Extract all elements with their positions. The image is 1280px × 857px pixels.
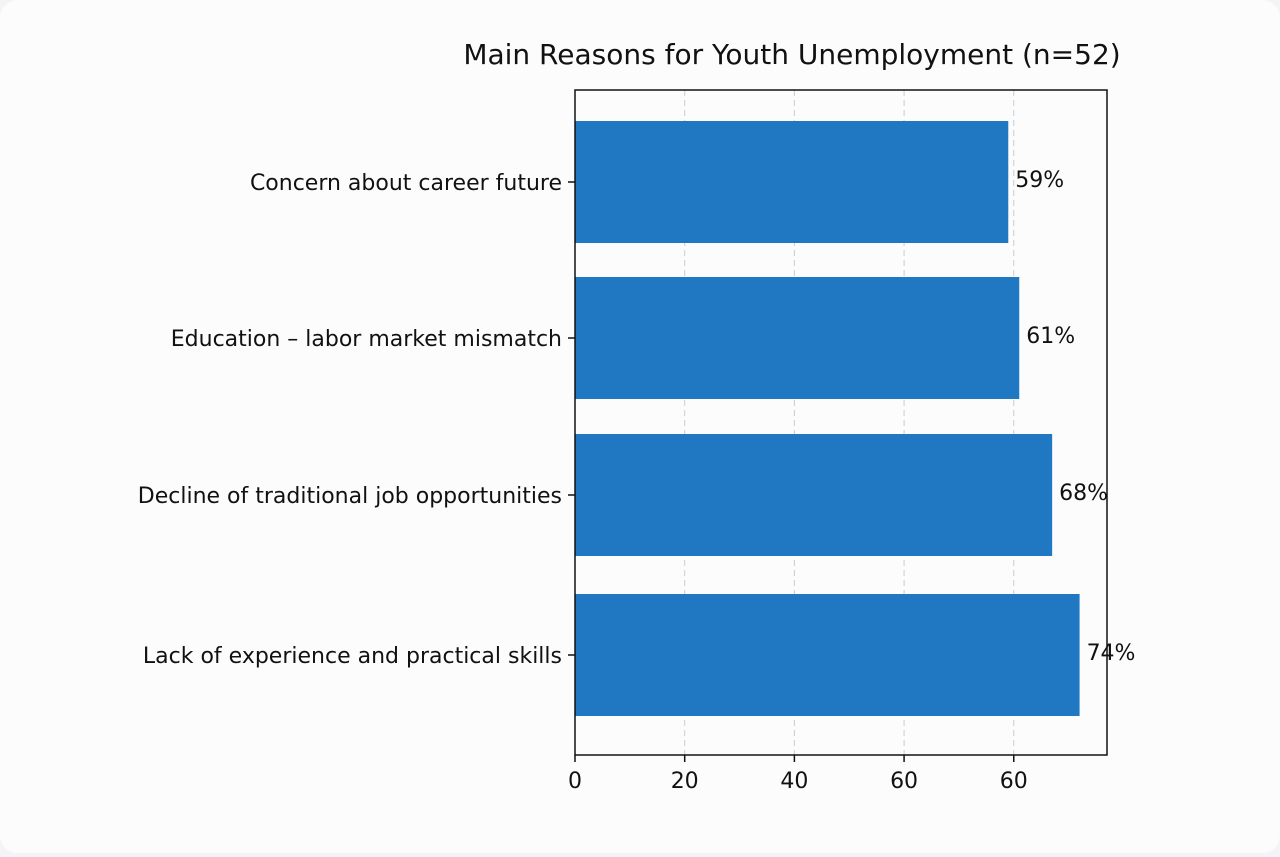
x-tick-label: 20: [671, 769, 699, 794]
bar: [575, 434, 1053, 556]
x-tick-label: 0: [568, 769, 582, 794]
data-label: 59%: [1015, 168, 1064, 193]
y-tick-label: Concern about career future: [250, 171, 562, 196]
y-tick-label: Lack of experience and practical skills: [143, 644, 562, 669]
data-label: 68%: [1059, 481, 1108, 506]
bar: [575, 594, 1080, 716]
x-tick-label: 60: [1000, 769, 1028, 794]
data-label: 74%: [1087, 641, 1136, 666]
x-tick-label: 60: [890, 769, 918, 794]
chart-title: Main Reasons for Youth Unemployment (n=5…: [463, 38, 1120, 71]
data-label: 61%: [1026, 324, 1075, 349]
bar: [575, 277, 1020, 399]
y-tick-label: Education – labor market mismatch: [171, 327, 562, 352]
plot-frame: [574, 89, 1108, 756]
bar: [575, 121, 1009, 243]
y-tick-label: Decline of traditional job opportunities: [138, 484, 562, 509]
x-tick-label: 40: [780, 769, 808, 794]
